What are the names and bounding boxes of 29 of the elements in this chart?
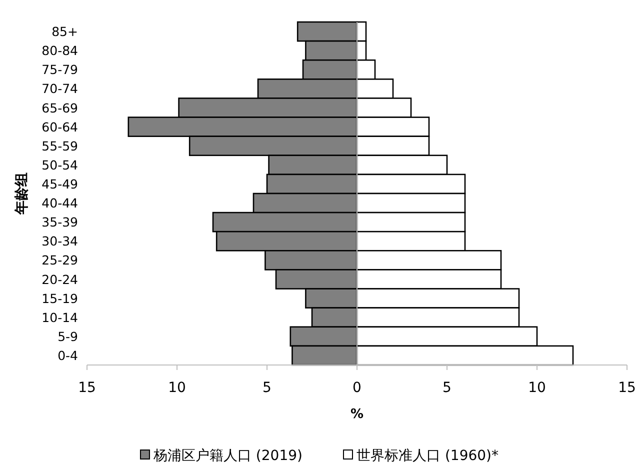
y-tick-label: 45-49 — [42, 176, 78, 192]
x-tick-label: 10 — [528, 380, 546, 396]
x-tick-label: 15 — [618, 380, 636, 396]
y-tick-label: 65-69 — [42, 100, 78, 116]
y-tick-label: 80-84 — [42, 43, 78, 58]
y-tick-label: 0-4 — [58, 348, 78, 363]
y-tick-label: 30-34 — [42, 234, 78, 249]
y-tick-label: 10-14 — [42, 310, 78, 325]
x-tick-label: 15 — [78, 380, 96, 396]
y-tick-label: 85+ — [52, 24, 78, 40]
y-tick-label: 15-19 — [42, 290, 78, 306]
x-tick-label: 5 — [262, 380, 272, 396]
x-tick-label: 10 — [168, 380, 186, 396]
y-tick-label: 75-79 — [42, 62, 78, 78]
x-tick-label: 0 — [352, 380, 362, 396]
y-tick-label: 50-54 — [42, 157, 78, 172]
y-tick-label: 60-64 — [42, 119, 78, 134]
x-tick-label: 5 — [442, 380, 452, 396]
y-tick-label: 35-39 — [42, 214, 78, 230]
y-tick-label: 5-9 — [58, 328, 78, 344]
y-tick-label: 40-44 — [42, 196, 78, 211]
y-tick-label: 70-74 — [42, 81, 78, 96]
legend-label: 杨浦区户籍人口 (2019) — [152, 448, 302, 464]
y-axis-title: 年龄组 — [14, 172, 30, 216]
y-tick-label: 55-59 — [42, 138, 78, 154]
x-axis-title: % — [350, 407, 364, 422]
y-tick-label: 25-29 — [42, 252, 78, 268]
legend-label: 世界标准人口 (1960)* — [356, 448, 499, 464]
y-tick-label: 20-24 — [42, 272, 78, 287]
